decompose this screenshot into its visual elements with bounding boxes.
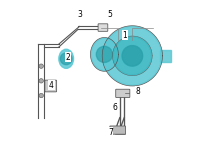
Circle shape bbox=[39, 93, 43, 98]
Text: 8: 8 bbox=[136, 87, 141, 96]
Circle shape bbox=[60, 53, 72, 65]
FancyBboxPatch shape bbox=[116, 89, 130, 97]
FancyBboxPatch shape bbox=[45, 80, 57, 92]
FancyBboxPatch shape bbox=[110, 126, 125, 134]
Text: 6: 6 bbox=[112, 103, 117, 112]
Text: 3: 3 bbox=[77, 10, 82, 19]
Text: 1: 1 bbox=[123, 31, 127, 40]
Circle shape bbox=[113, 37, 151, 75]
Ellipse shape bbox=[59, 49, 74, 68]
Text: 5: 5 bbox=[108, 10, 113, 19]
Text: 7: 7 bbox=[108, 128, 113, 137]
Circle shape bbox=[96, 46, 112, 62]
Text: 2: 2 bbox=[65, 53, 70, 62]
FancyBboxPatch shape bbox=[98, 24, 108, 31]
Ellipse shape bbox=[91, 38, 118, 71]
Circle shape bbox=[122, 46, 143, 66]
Circle shape bbox=[103, 26, 162, 85]
Polygon shape bbox=[160, 50, 171, 62]
Circle shape bbox=[39, 64, 43, 68]
Circle shape bbox=[39, 79, 43, 83]
Text: 4: 4 bbox=[49, 81, 54, 90]
